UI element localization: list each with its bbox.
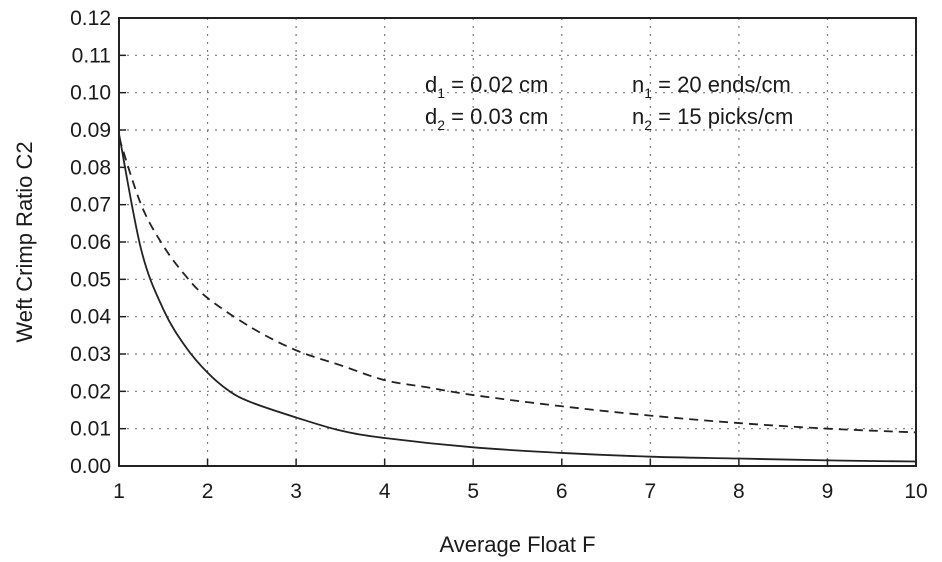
x-tick-label: 8: [733, 480, 745, 503]
y-axis-title: Weft Crimp Ratio C2: [12, 141, 37, 342]
x-tick-label: 1: [113, 480, 125, 503]
annotation-d1-base: d: [425, 72, 437, 97]
x-axis-title: Average Float F: [439, 532, 595, 557]
annotation-n1-base: n: [632, 72, 644, 97]
annotation-n1-value: = 20 ends/cm: [652, 72, 791, 97]
y-tick-label: 0.05: [70, 268, 111, 291]
annotation-n2-base: n: [632, 104, 644, 129]
annotation-n1: n1 = 20 ends/cm: [632, 72, 791, 101]
x-tick-label: 5: [467, 480, 479, 503]
annotation-n2-subscript: 2: [644, 117, 652, 133]
annotation-d2: d2 = 0.03 cm: [425, 104, 548, 133]
x-tick-label: 6: [556, 480, 568, 503]
y-tick-label: 0.09: [70, 119, 111, 142]
annotation-d1-value: = 0.02 cm: [445, 72, 548, 97]
y-tick-label: 0.08: [70, 156, 111, 179]
solid-series-line: [118, 133, 917, 463]
x-tick-label: 9: [822, 480, 834, 503]
annotation-d1-subscript: 1: [437, 85, 445, 101]
x-tick-label: 2: [202, 480, 214, 503]
y-tick-labels: 0.00 0.01 0.02 0.03 0.04 0.05 0.06 0.07 0.08 0.09…: [70, 7, 126, 478]
y-tick-label: 0.02: [70, 380, 111, 403]
parameter-annotations: d1 = 0.02 cm n1 = 20 ends/cm d2 = 0.03 c…: [425, 72, 793, 133]
annotation-n2-value: = 15 picks/cm: [652, 104, 793, 129]
series-layer: [118, 133, 917, 463]
y-tick-label: 0.07: [70, 194, 111, 217]
annotation-d2-value: = 0.03 cm: [445, 104, 548, 129]
y-tick-label: 0.00: [70, 455, 111, 478]
annotation-n2: n2 = 15 picks/cm: [632, 104, 793, 133]
y-tick-label: 0.12: [70, 7, 111, 30]
x-tick-label: 4: [379, 480, 391, 503]
x-tick-label: 3: [290, 480, 302, 503]
y-tick-label: 0.06: [70, 231, 111, 254]
y-tick-label: 0.10: [70, 82, 111, 105]
annotation-d2-subscript: 2: [437, 117, 445, 133]
y-tick-label: 0.04: [70, 306, 111, 329]
x-tick-labels: 1 2 3 4 5 6 7 8 9 10: [113, 459, 928, 503]
annotation-n1-subscript: 1: [644, 85, 652, 101]
x-tick-label: 10: [904, 480, 927, 503]
y-tick-label: 0.01: [70, 418, 111, 441]
annotation-d1: d1 = 0.02 cm: [425, 72, 548, 101]
x-tick-label: 7: [644, 480, 656, 503]
grid: [119, 18, 916, 466]
y-tick-label: 0.11: [72, 44, 111, 67]
y-tick-label: 0.03: [70, 343, 111, 366]
dashed-series-line: [118, 137, 917, 434]
annotation-d2-base: d: [425, 104, 437, 129]
